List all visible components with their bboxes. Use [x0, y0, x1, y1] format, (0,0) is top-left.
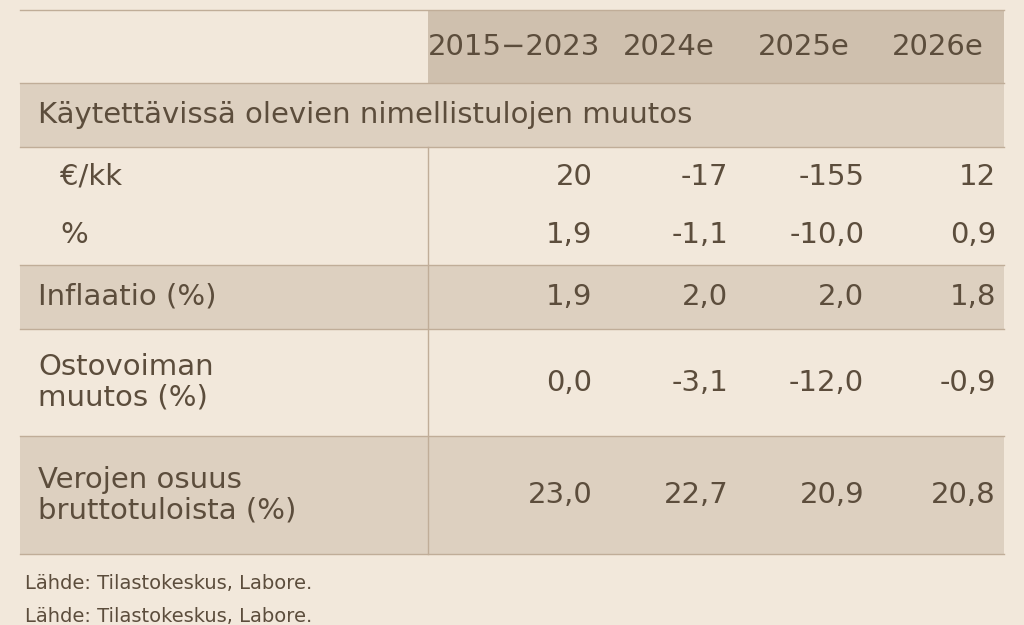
Text: 23,0: 23,0 — [527, 481, 593, 509]
Bar — [20, 206, 1004, 265]
Text: -3,1: -3,1 — [672, 369, 728, 396]
Text: -17: -17 — [681, 162, 728, 191]
Text: Inflaatio (%): Inflaatio (%) — [38, 282, 216, 311]
Text: -0,9: -0,9 — [939, 369, 996, 396]
Text: 2015−2023: 2015−2023 — [428, 32, 601, 61]
Text: Lähde: Tilastokeskus, Labore.: Lähde: Tilastokeskus, Labore. — [25, 607, 312, 625]
Text: bruttotuloista (%): bruttotuloista (%) — [38, 497, 296, 525]
Bar — [20, 329, 1004, 436]
Text: 0,0: 0,0 — [547, 369, 593, 396]
Text: 0,9: 0,9 — [950, 221, 996, 249]
Text: 2,0: 2,0 — [682, 282, 728, 311]
Bar — [20, 83, 1004, 147]
Text: 1,9: 1,9 — [546, 221, 593, 249]
Text: 1,8: 1,8 — [949, 282, 996, 311]
Text: muutos (%): muutos (%) — [38, 384, 208, 412]
Text: 2026e: 2026e — [892, 32, 984, 61]
Bar — [736, 10, 872, 83]
Bar — [600, 10, 736, 83]
Text: 2,0: 2,0 — [818, 282, 864, 311]
Text: 1,9: 1,9 — [546, 282, 593, 311]
Bar — [428, 10, 600, 83]
Text: Lähde: Tilastokeskus, Labore.: Lähde: Tilastokeskus, Labore. — [25, 574, 312, 593]
Text: 20: 20 — [556, 162, 593, 191]
Bar — [20, 265, 1004, 329]
Bar — [20, 10, 428, 83]
Text: 20,8: 20,8 — [931, 481, 996, 509]
Text: 2025e: 2025e — [759, 32, 850, 61]
Text: -155: -155 — [798, 162, 864, 191]
Text: 22,7: 22,7 — [664, 481, 728, 509]
Text: Verojen osuus: Verojen osuus — [38, 466, 242, 494]
Text: Käytettävissä olevien nimellistulojen muutos: Käytettävissä olevien nimellistulojen mu… — [38, 101, 692, 129]
Text: -1,1: -1,1 — [672, 221, 728, 249]
Text: %: % — [60, 221, 88, 249]
Text: -12,0: -12,0 — [790, 369, 864, 396]
Text: Ostovoiman: Ostovoiman — [38, 353, 214, 381]
Text: €/kk: €/kk — [60, 162, 122, 191]
Bar — [20, 147, 1004, 206]
Bar — [20, 436, 1004, 554]
Text: 2024e: 2024e — [623, 32, 715, 61]
Bar — [872, 10, 1004, 83]
Text: -10,0: -10,0 — [790, 221, 864, 249]
Text: 20,9: 20,9 — [800, 481, 864, 509]
Text: 12: 12 — [958, 162, 996, 191]
